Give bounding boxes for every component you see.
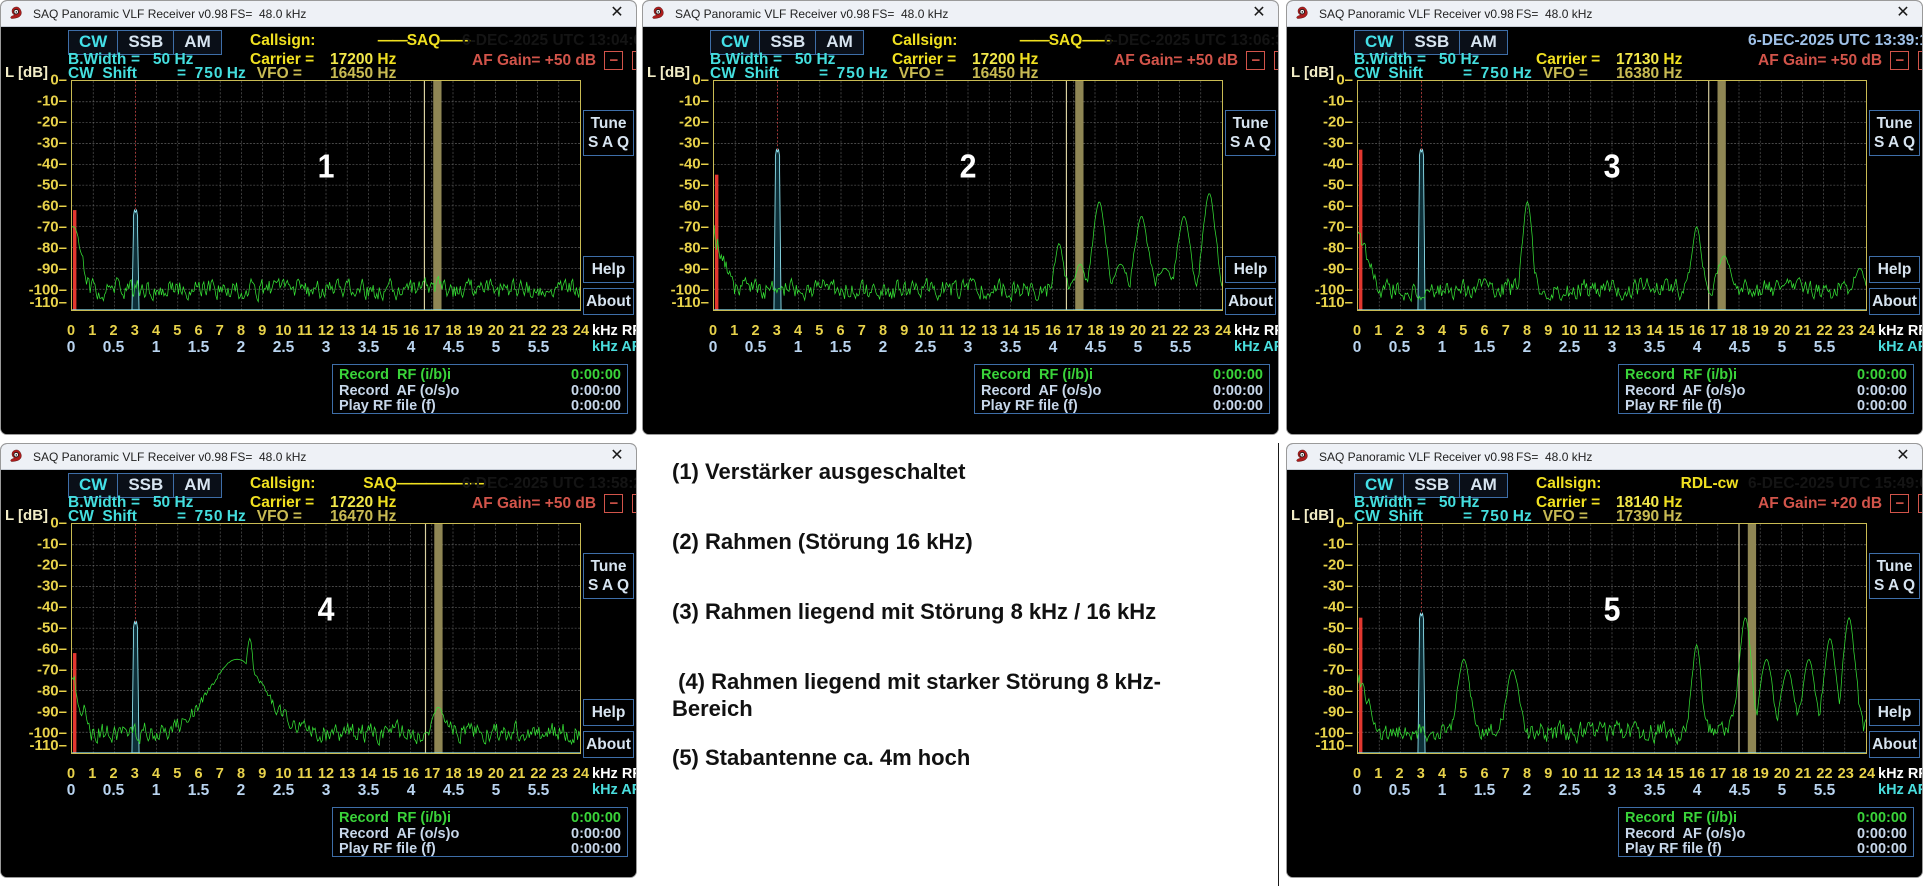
svg-text:5: 5 — [1604, 590, 1621, 628]
svg-text:1: 1 — [318, 147, 335, 185]
svg-text:4: 4 — [318, 590, 335, 628]
svg-text:2: 2 — [960, 147, 977, 185]
svg-text:3: 3 — [1604, 147, 1621, 185]
